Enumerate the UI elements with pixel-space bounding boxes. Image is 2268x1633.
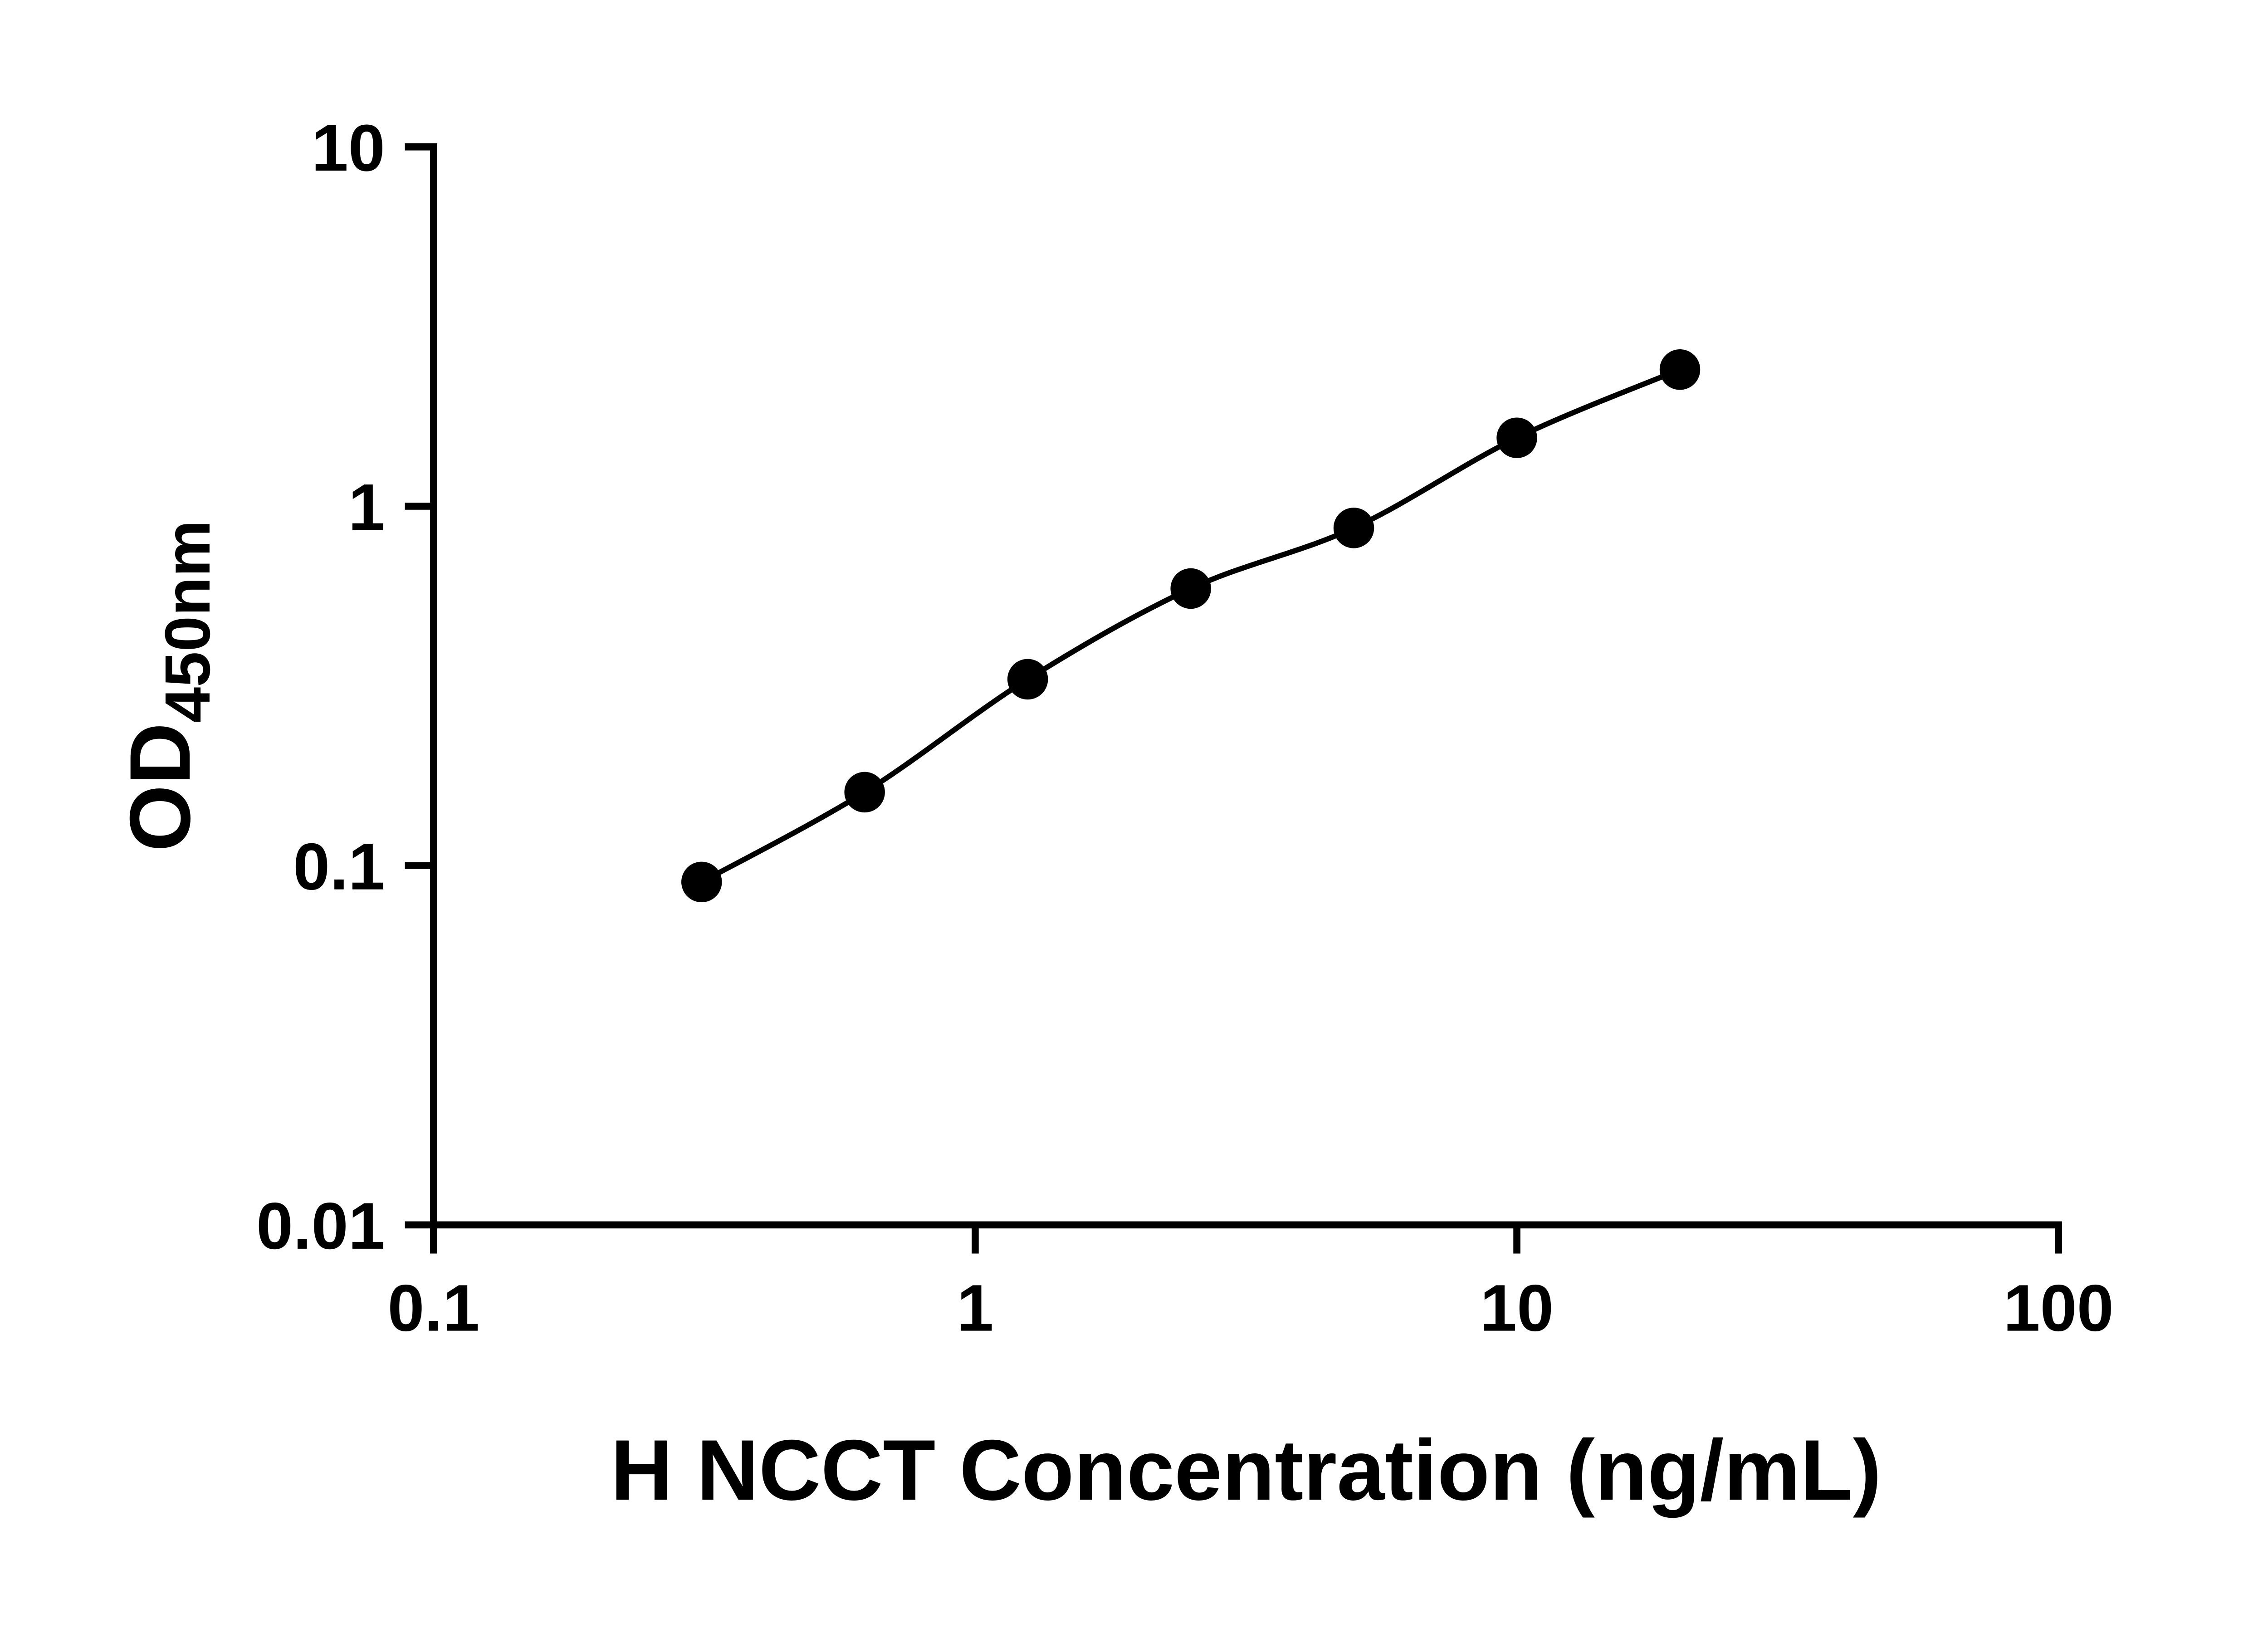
y-tick-label: 0.01 <box>256 1189 385 1263</box>
elisa-standard-curve-figure: 0.01 0.1 1 10 0.1 1 10 100 H NCCT Concentration… <box>112 111 2114 1519</box>
y-axis-label-text: OD450nm <box>112 520 223 851</box>
x-tick-label: 100 <box>2003 1271 2113 1345</box>
x-tick-label: 10 <box>1480 1271 1554 1345</box>
data-series <box>681 349 1701 903</box>
ticks <box>405 143 2062 1254</box>
data-point <box>1496 417 1537 458</box>
data-point <box>1007 659 1048 700</box>
y-axis-label-base: OD <box>112 723 208 851</box>
data-point <box>1170 568 1211 609</box>
y-tick-label: 0.1 <box>293 830 385 904</box>
data-point <box>1333 508 1374 548</box>
y-axis-label: OD450nm <box>112 520 223 851</box>
y-axis-label-subscript: 450nm <box>152 520 223 723</box>
data-point <box>844 772 885 813</box>
axes <box>430 143 2062 1229</box>
y-tick-label: 1 <box>348 470 385 544</box>
x-axis-label: H NCCT Concentration (ng/mL) <box>611 1422 1882 1518</box>
x-tick-label: 0.1 <box>387 1271 479 1345</box>
x-tick-label: 1 <box>957 1271 993 1345</box>
data-point <box>681 861 722 903</box>
axis-lines <box>430 143 2062 1229</box>
y-tick-label: 10 <box>312 111 385 185</box>
data-point <box>1659 349 1701 390</box>
